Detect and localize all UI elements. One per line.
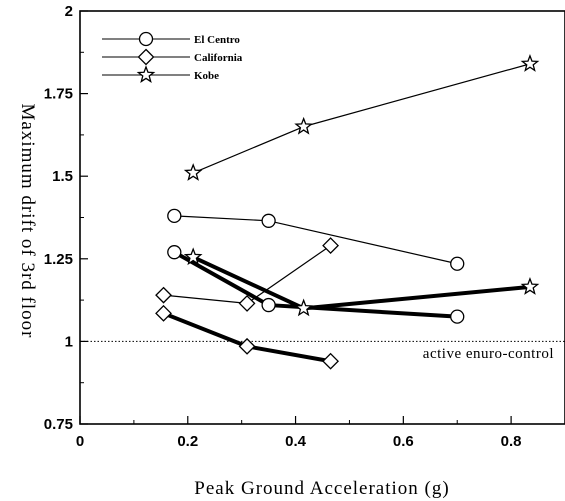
series-el-centro-thick: [167, 245, 465, 324]
series-california-thin: [155, 237, 340, 312]
circle-marker: [167, 208, 182, 223]
y-tick-label: 1.5: [52, 168, 73, 185]
star-marker: [294, 116, 313, 135]
series-line: [192, 63, 531, 174]
circle-marker: [138, 31, 154, 47]
y-tick-label: 1.25: [44, 251, 73, 268]
y-tick-label: 1: [65, 333, 73, 350]
y-tick-label: 0.75: [44, 416, 73, 433]
star-marker: [294, 298, 313, 317]
legend: El Centro California Kobe: [102, 31, 243, 83]
y-tick-label: 1.75: [44, 86, 73, 103]
star-marker: [520, 54, 540, 72]
star-marker: [183, 247, 203, 266]
x-tick-label: 0: [76, 433, 84, 450]
series-kobe-thin: [183, 54, 540, 181]
circle-marker: [261, 297, 276, 313]
diamond-marker: [322, 237, 340, 255]
diamond-marker: [238, 294, 256, 312]
diamond-marker: [155, 304, 172, 322]
legend-label: El Centro: [194, 34, 240, 46]
ticks-group: 0 0.2 0.4 0.6 0.8 0.75 1 1.25 1.5 1.75 2: [44, 3, 565, 450]
x-tick-label: 0.8: [501, 433, 522, 450]
circle-marker: [450, 256, 465, 271]
x-tick-label: 0.6: [393, 433, 414, 450]
circle-marker: [450, 309, 465, 324]
reference-line-label: active enuro-control: [423, 346, 554, 362]
legend-label: Kobe: [194, 70, 219, 82]
y-axis-title: Maximum drift of 3rd floor: [17, 104, 38, 339]
series-kobe-thick: [183, 247, 540, 317]
series-california-thick: [155, 304, 340, 370]
star-marker: [520, 277, 540, 295]
series-line: [174, 215, 458, 265]
series-group: [155, 54, 540, 370]
star-marker: [183, 163, 203, 181]
star-marker: [136, 65, 156, 83]
diamond-marker: [155, 286, 172, 304]
x-axis-title: Peak Ground Acceleration (g): [194, 478, 449, 499]
circle-marker: [167, 245, 182, 260]
x-tick-label: 0.2: [177, 433, 198, 450]
diamond-marker: [137, 48, 155, 66]
series-el-centro-thin: [167, 208, 465, 271]
x-tick-label: 0.4: [285, 433, 307, 450]
circle-marker: [261, 213, 276, 228]
legend-label: California: [194, 52, 243, 64]
y-tick-label: 2: [65, 3, 73, 20]
diamond-marker: [322, 352, 340, 370]
diamond-marker: [238, 337, 256, 355]
